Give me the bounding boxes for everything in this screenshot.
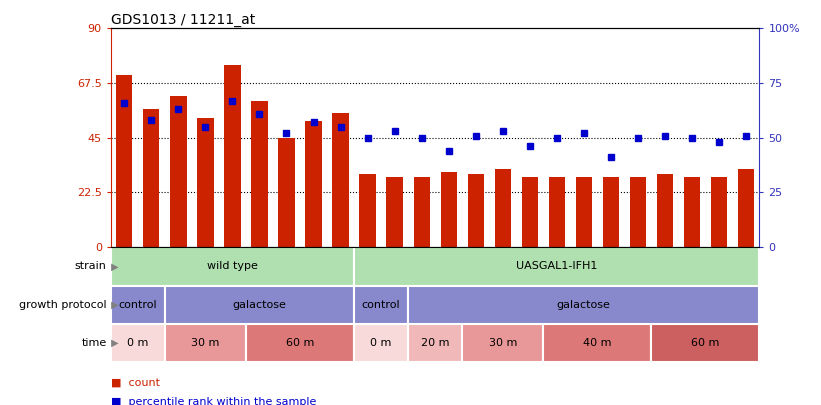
Bar [165,286,354,324]
Text: galactose: galactose [232,300,287,310]
Text: ■  percentile rank within the sample: ■ percentile rank within the sample [111,397,316,405]
Bar [544,324,651,362]
Bar [354,286,408,324]
Bar [354,247,759,286]
Bar [305,121,322,247]
Text: UASGAL1-IFH1: UASGAL1-IFH1 [516,261,598,271]
Bar [251,101,268,247]
Bar [441,172,456,247]
Bar [197,118,213,247]
Text: GDS1013 / 11211_at: GDS1013 / 11211_at [111,13,255,27]
Bar [408,324,462,362]
Bar [576,177,592,247]
Text: 0 m: 0 m [127,338,149,348]
Text: 40 m: 40 m [583,338,612,348]
Bar [333,113,349,247]
Bar [117,75,132,247]
Text: control: control [362,300,401,310]
Text: growth protocol: growth protocol [19,300,107,310]
Text: 30 m: 30 m [488,338,517,348]
Bar [387,177,402,247]
Bar [651,324,759,362]
Bar [246,324,354,362]
Bar [224,65,241,247]
Text: ■  count: ■ count [111,378,160,388]
Text: ▶: ▶ [108,300,119,310]
Text: strain: strain [75,261,107,271]
Bar [521,177,538,247]
Bar [360,174,376,247]
Text: control: control [118,300,157,310]
Bar [684,177,700,247]
Bar [408,286,759,324]
Bar [278,138,295,247]
Bar [738,169,754,247]
Text: galactose: galactose [557,300,611,310]
Text: 60 m: 60 m [286,338,314,348]
Bar [603,177,619,247]
Text: 20 m: 20 m [421,338,449,348]
Bar [414,177,429,247]
Text: ▶: ▶ [108,338,119,348]
Bar [462,324,544,362]
Text: 30 m: 30 m [191,338,219,348]
Bar [170,96,186,247]
Text: ▶: ▶ [108,261,119,271]
Bar [630,177,646,247]
Bar [111,286,165,324]
Text: 0 m: 0 m [370,338,392,348]
Bar [111,247,354,286]
Text: time: time [81,338,107,348]
Bar [657,174,673,247]
Bar [165,324,246,362]
Text: 60 m: 60 m [691,338,719,348]
Text: wild type: wild type [207,261,258,271]
Bar [468,174,484,247]
Bar [494,169,511,247]
Bar [111,324,165,362]
Bar [354,324,408,362]
Bar [548,177,565,247]
Bar [711,177,727,247]
Bar [144,109,159,247]
